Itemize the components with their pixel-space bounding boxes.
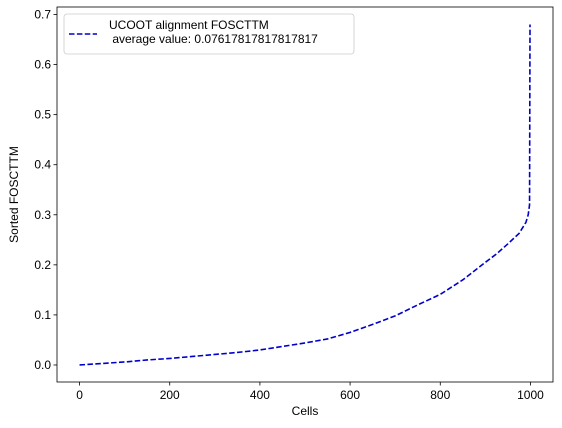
y-axis: 0.0 0.1 0.2 0.3 0.4 0.5 0.6 0.7: [34, 8, 57, 372]
y-tick-label: 0.5: [34, 108, 51, 122]
x-tick-label: 600: [340, 388, 360, 402]
series-layer: [79, 24, 531, 366]
y-tick-label: 0.4: [34, 158, 51, 172]
series-line: [79, 24, 531, 366]
x-tick-label: 0: [76, 388, 83, 402]
legend-label: UCOOT alignment FOSCTTM average value: 0…: [109, 18, 318, 46]
legend-label-line: average value: 0.07617817817817817: [109, 32, 318, 46]
y-tick-label: 0.2: [34, 258, 51, 272]
x-tick-label: 1000: [517, 388, 544, 402]
y-tick-label: 0.6: [34, 58, 51, 72]
legend-label-line: UCOOT alignment FOSCTTM: [109, 18, 269, 32]
x-tick-label: 400: [250, 388, 270, 402]
y-tick-label: 0.1: [34, 308, 51, 322]
x-tick-label: 200: [160, 388, 180, 402]
x-axis-label: Cells: [292, 404, 319, 418]
x-axis: 0 200 400 600 800 1000: [76, 382, 544, 402]
y-tick-label: 0.7: [34, 8, 51, 22]
plot-area: [56, 6, 554, 383]
plot-frame: [56, 6, 554, 383]
y-tick-label: 0.3: [34, 208, 51, 222]
legend: UCOOT alignment FOSCTTM average value: 0…: [63, 13, 355, 55]
y-axis-label: Sorted FOSCTTM: [7, 146, 21, 243]
legend-box: [63, 13, 355, 55]
x-tick-label: 800: [430, 388, 450, 402]
y-tick-label: 0.0: [34, 358, 51, 372]
